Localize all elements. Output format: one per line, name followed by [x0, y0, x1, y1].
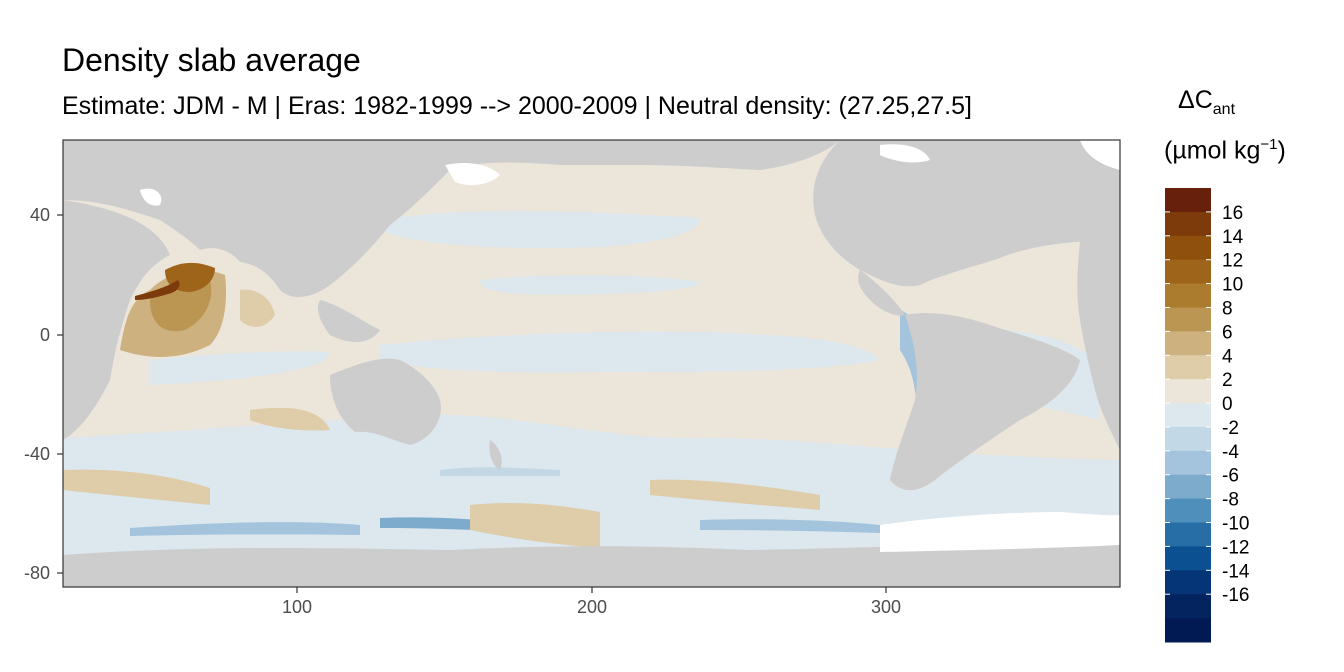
legend-label: 12	[1222, 251, 1243, 272]
legend-label: 16	[1222, 203, 1243, 224]
legend-swatch	[1165, 259, 1211, 285]
legend-swatch	[1165, 450, 1211, 476]
legend-label: 10	[1222, 275, 1243, 296]
legend-label: -8	[1222, 490, 1239, 511]
legend-label: 6	[1222, 322, 1233, 343]
arabian-sea-max	[135, 280, 180, 300]
legend-swatch	[1165, 426, 1211, 452]
y-tick-label: 0	[40, 325, 50, 345]
legend-unit-main: (µmol kg	[1164, 136, 1261, 165]
y-tick-label: 40	[30, 205, 50, 225]
chart-subtitle: Estimate: JDM - M | Eras: 1982-1999 --> …	[62, 92, 972, 120]
legend-label: 2	[1222, 370, 1233, 391]
southern-ocean-negative-1	[130, 522, 360, 536]
legend-swatch	[1165, 283, 1211, 308]
legend-label: 14	[1222, 227, 1244, 248]
north-pacific-band-2	[480, 275, 700, 295]
legend-title: ΔCant	[1178, 86, 1235, 119]
legend-label: -4	[1222, 442, 1239, 463]
legend-swatch	[1165, 570, 1211, 595]
legend-title-main: ΔC	[1178, 86, 1213, 114]
southern-ocean-negative-4	[440, 467, 560, 476]
legend-swatch	[1165, 618, 1211, 643]
legend-swatch	[1165, 188, 1211, 213]
legend-unit-sup: −1	[1260, 136, 1278, 153]
legend-label: -10	[1222, 514, 1249, 535]
legend-label: -12	[1222, 537, 1249, 558]
y-tick-label: -40	[24, 444, 50, 464]
map-panel	[63, 140, 1120, 587]
legend-swatch	[1165, 235, 1211, 261]
legend-unit: (µmol kg−1)	[1164, 136, 1286, 165]
legend-swatch	[1165, 522, 1211, 547]
legend-swatch	[1165, 355, 1211, 380]
x-tick-label: 300	[871, 597, 901, 617]
indian-ocean-band	[150, 351, 330, 385]
y-tick-label: -80	[24, 563, 50, 583]
legend-title-sub: ant	[1212, 101, 1236, 118]
legend-label: 0	[1222, 394, 1233, 415]
legend-swatch	[1165, 474, 1211, 500]
legend-label: -16	[1222, 585, 1249, 606]
y-axis	[57, 214, 63, 574]
legend-swatch	[1165, 498, 1211, 524]
legend-colorbar	[1165, 188, 1211, 643]
southern-ocean-negative-3	[700, 519, 880, 533]
legend-label: 8	[1222, 298, 1233, 319]
legend-swatch	[1165, 403, 1211, 428]
legend-label: -2	[1222, 418, 1239, 439]
no-data	[140, 140, 1120, 552]
legend-swatch	[1165, 307, 1211, 332]
legend-swatch	[1165, 211, 1211, 237]
indian-south-positive	[250, 407, 330, 431]
x-tick-label: 200	[577, 597, 607, 617]
south-pacific-positive-3	[650, 479, 820, 510]
x-tick-label: 100	[282, 597, 312, 617]
legend-label: 4	[1222, 346, 1233, 367]
legend-label: -14	[1222, 561, 1250, 582]
chart-title: Density slab average	[62, 42, 361, 78]
pacific-band	[380, 331, 880, 373]
north-pacific-band	[380, 211, 700, 249]
legend-swatch	[1165, 331, 1211, 356]
legend-swatch	[1165, 546, 1211, 571]
legend-swatch	[1165, 379, 1211, 404]
legend-label: -6	[1222, 466, 1239, 487]
legend-labels: 16 14 12 108 6 4 2 0 -2 -4 -6 -8 -10-12 -14 -16	[1222, 203, 1250, 606]
land	[63, 140, 1120, 587]
legend-swatch	[1165, 594, 1211, 619]
south-pacific-positive-1	[470, 502, 600, 548]
legend-unit-close: )	[1277, 136, 1286, 165]
west-pacific-positive	[63, 469, 210, 505]
bay-bengal	[240, 289, 275, 327]
x-axis	[296, 587, 887, 593]
